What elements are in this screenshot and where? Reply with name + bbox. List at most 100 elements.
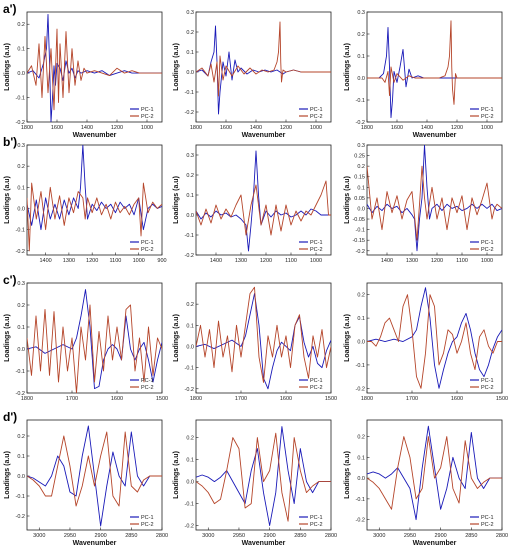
x-tick-label: 1600 [280,396,292,402]
legend-label: PC-1 [141,515,154,521]
x-tick-label: 1000 [133,258,145,264]
legend-label: PC-1 [141,107,154,113]
x-tick-label: 1700 [406,396,418,402]
x-tick-label: 3000 [373,533,385,539]
x-tick-label: 2800 [325,533,337,539]
x-tick-label: 1400 [250,125,262,131]
series-group [367,425,502,521]
panel-a-1: -0.2 -0.1 0.0 0.1 0.2 1800 1600 1400 1200 1000 PC-… [3,2,163,139]
legend-label: PC-2 [141,247,154,253]
y-axis-label: Loadings (a.u) [173,43,180,91]
legend-label: PC-2 [310,247,323,253]
series-group [196,21,331,115]
series-line-pc-2 [196,180,331,236]
series-group [196,286,331,390]
x-tick-label: 1200 [280,125,292,131]
series-line-pc-2 [367,165,502,241]
x-axis-label: Wavenumber [242,132,286,139]
y-tick-label: -0.2 [16,249,25,255]
y-tick-label: 0.1 [186,323,194,329]
series-group [196,426,331,527]
y-axis-label: Loadings (a.u) [173,451,180,499]
panel-a-2: -0.2 -0.1 0.0 0.1 0.2 0.3 1800 1600 1400 1200 1000… [173,10,332,139]
legend-label: PC-2 [481,385,494,391]
x-tick-label: 1200 [260,258,272,264]
y-tick-label: -0.2 [356,249,365,255]
x-axis-label: Wavenumber [413,132,457,139]
y-tick-label: -0.1 [16,369,25,375]
y-tick-label: -0.2 [185,387,194,393]
y-tick-label: -0.1 [356,228,365,234]
x-axis-label: Wavenumber [242,540,286,547]
y-tick-label: 0.2 [17,22,25,28]
panel-b-1: -0.2 -0.1 0.0 0.1 0.2 0.3 1400 1300 1200 1100 1000… [3,135,167,264]
y-tick-label: 0.2 [357,32,365,38]
series-line-pc-1 [367,145,502,252]
series-line-pc-1 [196,150,331,252]
x-tick-label: 1100 [285,258,297,264]
plot-frame [366,419,503,531]
y-tick-label: 0.0 [186,344,194,350]
y-tick-label: 0.1 [186,458,194,464]
y-tick-label: 0.0 [186,70,194,76]
y-tick-label: 0.2 [186,173,194,179]
series-line-pc-2 [27,28,162,111]
y-tick-label: -0.05 [352,217,365,223]
x-tick-label: 2950 [404,533,416,539]
plot-frame [26,144,163,256]
x-tick-label: 1000 [481,258,493,264]
legend-label: PC-1 [141,240,154,246]
series-line-pc-2 [27,431,162,507]
y-tick-label: 0.1 [357,185,365,191]
x-tick-label: 1100 [456,258,468,264]
y-axis-label: Loadings (a.u) [344,451,351,499]
x-tick-label: 1700 [66,396,78,402]
panel-b-3: -0.2 -0.15 -0.1 -0.05 0.0 0.05 0.1 0.15 0.2 0.25 0… [344,143,503,264]
series-group [27,425,162,527]
x-tick-label: 1600 [111,396,123,402]
x-tick-label: 1500 [496,396,508,402]
legend: PC-1PC-2 [130,240,154,253]
y-axis-label: Loadings (a.u) [173,314,180,362]
x-tick-label: 2850 [294,533,306,539]
x-tick-label: 1000 [310,125,322,131]
x-tick-label: 1200 [111,125,123,131]
y-tick-label: -0.2 [16,391,25,397]
series-line-pc-1 [27,13,162,122]
x-tick-label: 1400 [39,258,51,264]
x-tick-label: 1400 [381,258,393,264]
plot-frame [366,144,503,256]
x-axis-label: Wavenumber [73,132,117,139]
series-group [196,150,331,252]
series-group [367,20,502,119]
y-tick-label: 0.2 [357,435,365,441]
legend-label: PC-2 [141,114,154,120]
y-tick-label: 0.0 [357,340,365,346]
y-tick-label: 0.0 [17,71,25,77]
x-axis-label: Wavenumber [413,540,457,547]
y-tick-label: 0.3 [357,143,365,149]
series-line-pc-1 [196,426,331,527]
x-tick-label: 1000 [481,125,493,131]
y-tick-label: -0.1 [16,96,25,102]
legend-label: PC-1 [481,240,494,246]
y-tick-label: 0.0 [17,206,25,212]
x-tick-label: 1300 [63,258,75,264]
y-tick-label: 0.15 [354,175,365,181]
x-tick-label: 2800 [156,533,168,539]
legend: PC-1PC-2 [299,515,323,528]
x-tick-label: 2800 [496,533,508,539]
panel-a-3: -0.2 -0.1 0.0 0.1 0.2 0.3 1800 1600 1400 1200 1000… [344,10,503,139]
y-tick-label: 0.3 [357,10,365,16]
y-tick-label: 0.0 [357,206,365,212]
y-tick-label: -0.1 [16,494,25,500]
row-label: b') [3,135,17,149]
y-tick-label: 0.0 [357,76,365,82]
y-tick-label: 0.2 [186,436,194,442]
series-line-pc-2 [367,436,502,510]
y-tick-label: 0.1 [357,316,365,322]
x-tick-label: 1100 [110,258,122,264]
series-line-pc-1 [367,287,502,389]
y-tick-label: 0.0 [17,474,25,480]
